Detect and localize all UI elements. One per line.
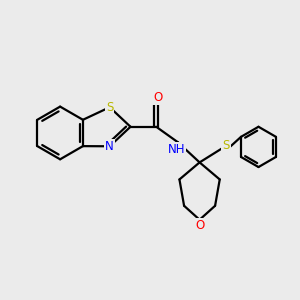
Text: NH: NH: [168, 142, 185, 156]
Text: S: S: [106, 101, 113, 114]
Text: O: O: [195, 219, 204, 232]
Text: N: N: [105, 140, 114, 153]
Text: O: O: [153, 91, 162, 104]
Text: S: S: [222, 139, 230, 152]
